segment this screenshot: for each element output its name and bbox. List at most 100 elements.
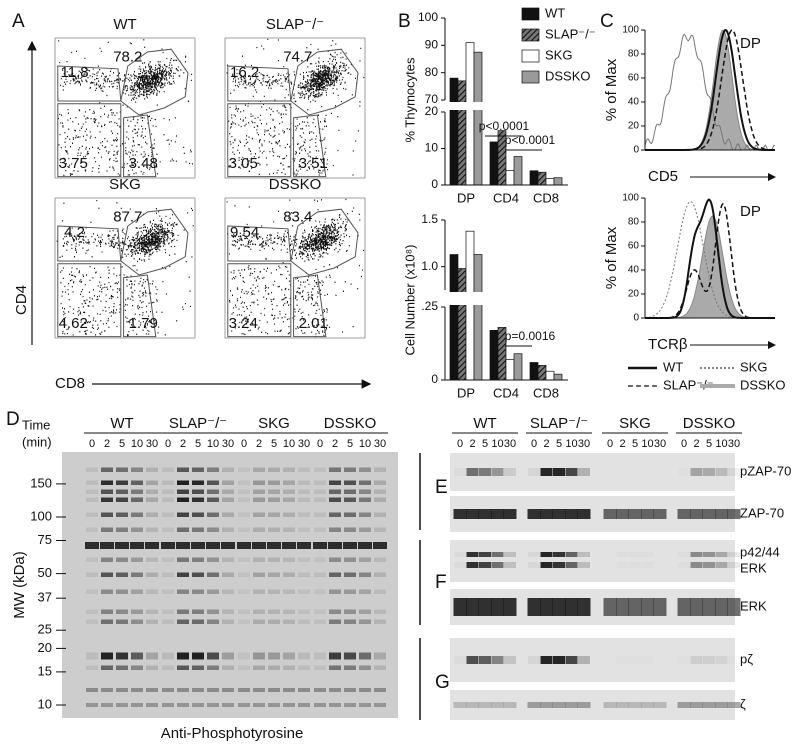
gate-value: 74.7 xyxy=(283,49,312,66)
blot-band xyxy=(177,589,189,594)
blot-band xyxy=(101,557,113,562)
blot-band xyxy=(146,480,158,485)
blot-band xyxy=(565,468,578,476)
row-label: ZAP-70 xyxy=(740,505,784,520)
blot-band xyxy=(177,703,189,707)
blot-band xyxy=(629,656,641,664)
blot-band xyxy=(283,489,295,494)
blot-band xyxy=(86,480,98,485)
blot-band xyxy=(329,489,341,494)
time-point: 5 xyxy=(119,438,125,450)
blot-band xyxy=(603,509,617,519)
gate-value: 11.8 xyxy=(61,64,89,81)
blot-band xyxy=(268,609,280,614)
blot-band xyxy=(298,688,310,692)
blot-band xyxy=(146,619,158,624)
y-tick-label: 0 xyxy=(431,177,438,191)
blot-band xyxy=(116,688,128,692)
blot-band xyxy=(314,609,326,614)
time-point: 30 xyxy=(504,438,516,450)
mw-label: 150 xyxy=(30,475,52,490)
bar xyxy=(489,330,499,381)
blot-band xyxy=(253,688,265,692)
bar xyxy=(473,254,483,381)
blot-band xyxy=(268,467,280,472)
plot-title: SKG xyxy=(109,176,141,193)
blot-band xyxy=(238,609,250,614)
blot-band xyxy=(540,656,553,664)
blot-band xyxy=(162,703,174,707)
blot-band xyxy=(238,557,250,562)
blot-band xyxy=(478,598,492,616)
blot-band xyxy=(374,572,386,577)
y-tick-label: 100 xyxy=(622,193,639,204)
blot-band xyxy=(101,489,113,494)
blot-band xyxy=(344,497,356,502)
y-tick-label: 80 xyxy=(628,217,640,228)
blot-band xyxy=(177,572,189,577)
time-point: 30 xyxy=(728,438,740,450)
gate xyxy=(123,274,157,338)
blot-band xyxy=(177,688,189,692)
blot-band xyxy=(565,656,578,664)
blot-band xyxy=(466,656,479,664)
blot-band xyxy=(616,598,629,616)
blot-band xyxy=(222,489,234,494)
blot-band xyxy=(479,552,491,557)
gate xyxy=(290,48,359,116)
blot-band xyxy=(690,656,703,664)
blot-band xyxy=(553,552,565,557)
bar xyxy=(457,268,467,381)
legend-label: DSSKO xyxy=(545,68,591,83)
blot-band xyxy=(702,509,716,519)
time-point: 0 xyxy=(165,438,171,450)
blot-band xyxy=(146,572,158,577)
blot-band xyxy=(131,589,143,594)
blot-band xyxy=(565,598,578,616)
blot-band xyxy=(101,589,113,594)
blot-band xyxy=(466,562,479,568)
blot-band xyxy=(313,542,327,549)
blot-band xyxy=(146,703,158,707)
blot-band xyxy=(479,562,491,568)
blot-band xyxy=(268,527,280,532)
blot-band xyxy=(131,572,143,577)
blot-strip xyxy=(450,453,735,491)
blot-band xyxy=(527,702,541,708)
blot-band xyxy=(101,703,113,707)
blot-band xyxy=(553,656,565,664)
blot-band xyxy=(238,512,250,517)
bar xyxy=(537,365,547,381)
blot-band xyxy=(207,609,219,614)
blot-band xyxy=(578,552,590,557)
time-point: 10 xyxy=(207,438,219,450)
blot-band xyxy=(207,572,219,577)
blot-band xyxy=(329,665,341,670)
blot-band xyxy=(314,489,326,494)
blot-band xyxy=(283,688,295,692)
blot-band xyxy=(162,609,174,614)
blot-band xyxy=(192,665,204,670)
blot-band xyxy=(162,557,174,562)
blot-band xyxy=(146,589,158,594)
blot-band xyxy=(565,552,578,557)
blot-band xyxy=(578,562,590,568)
legend-label: WT xyxy=(545,5,565,20)
row-label: pζ xyxy=(740,651,753,666)
blot-band xyxy=(146,467,158,472)
blot-band xyxy=(344,527,356,532)
blot-band xyxy=(678,552,690,557)
blot-band xyxy=(268,572,280,577)
blot-band xyxy=(504,468,516,476)
blot-band xyxy=(101,467,113,472)
x-axis-label: CD5 xyxy=(648,168,678,185)
blot-band xyxy=(565,509,578,519)
blot-band xyxy=(253,557,265,562)
blot-band xyxy=(101,652,113,660)
bar xyxy=(529,170,539,186)
gate xyxy=(120,48,189,116)
mw-label: 37 xyxy=(38,590,52,605)
blot-band xyxy=(221,542,235,549)
gate xyxy=(123,114,157,178)
blot-band xyxy=(641,598,654,616)
